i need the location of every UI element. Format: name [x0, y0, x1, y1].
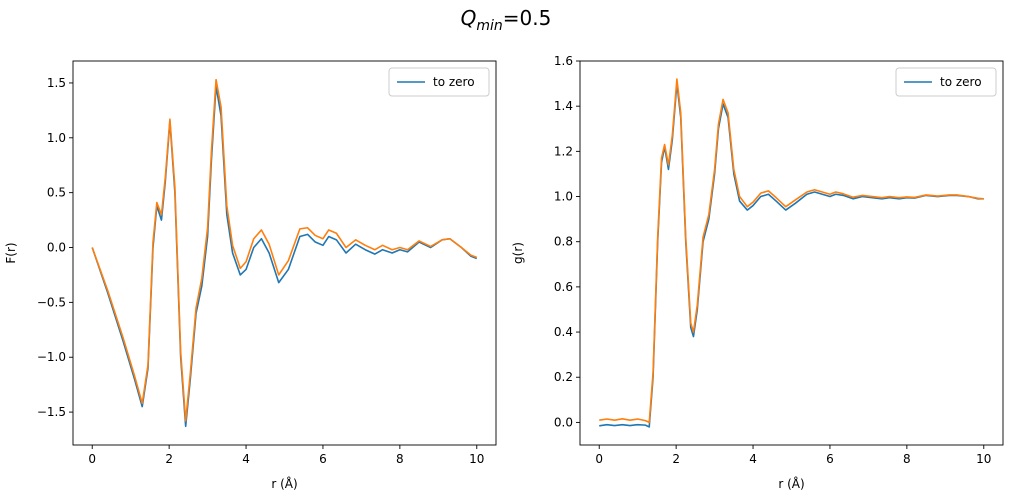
y-tick-label: 1.0 [47, 131, 66, 145]
y-tick-label: −1.0 [37, 350, 66, 364]
y-axis-label: F(r) [4, 242, 18, 263]
x-tick-label: 4 [749, 452, 757, 466]
legend-label: to zero [940, 75, 982, 89]
legend-label: to zero [433, 75, 475, 89]
subplot-1: 0 2 4 6 8 10 −1.5 −1.0 −0.5 0.0 0.5 1.0 1.5 r (Å) F(r)… [4, 60, 497, 491]
y-tick-label: 0.5 [47, 186, 66, 200]
x-tick-label: 10 [469, 452, 484, 466]
x-tick-label: 6 [319, 452, 327, 466]
y-tick-label: −0.5 [37, 295, 66, 309]
series-line-2 [91, 78, 478, 422]
series-line-1 [91, 85, 478, 428]
y-axis-label: g(r) [511, 242, 525, 264]
x-tick-label: 6 [826, 452, 834, 466]
y-tick-label: 1.6 [554, 54, 573, 68]
x-axis-label: r (Å) [778, 476, 804, 491]
subplot-2: 0 2 4 6 8 10 0.0 0.2 0.4 0.6 0.8 1.0 1.2 1.4 1.6 r (Å) g… [511, 54, 1004, 491]
title-symbol: Q [460, 6, 477, 30]
x-tick-label: 8 [396, 452, 404, 466]
y-tick-label: 0.0 [554, 415, 573, 429]
y-tick-label: 0.8 [554, 235, 573, 249]
x-tick-label: 2 [165, 452, 173, 466]
legend-box [388, 67, 490, 97]
x-tick-label: 4 [242, 452, 250, 466]
axes-frame [72, 60, 497, 446]
y-tick-label: 1.2 [554, 144, 573, 158]
x-axis-label: r (Å) [271, 476, 297, 491]
y-tick-label: 0.6 [554, 280, 573, 294]
x-tick-label: 10 [976, 452, 991, 466]
x-tick-label: 2 [672, 452, 680, 466]
series-line-2 [599, 78, 984, 424]
legend-box [895, 67, 997, 97]
figure-title: Qmin=0.5 [0, 6, 1012, 34]
y-tick-label: 1.5 [47, 76, 66, 90]
x-tick-label: 0 [88, 452, 96, 466]
y-tick-label: 0.4 [554, 325, 573, 339]
legend: to zero [388, 67, 490, 97]
title-value: =0.5 [502, 6, 552, 30]
y-tick-label: −1.5 [37, 405, 66, 419]
x-tick-label: 8 [903, 452, 911, 466]
y-tick-label: 1.0 [554, 190, 573, 204]
legend: to zero [895, 67, 997, 97]
y-tick-label: 0.2 [554, 370, 573, 384]
y-tick-label: 1.4 [554, 99, 573, 113]
title-subscript: min [476, 18, 503, 34]
axes-frame [579, 60, 1004, 446]
x-tick-label: 0 [595, 452, 603, 466]
y-tick-label: 0.0 [47, 241, 66, 255]
